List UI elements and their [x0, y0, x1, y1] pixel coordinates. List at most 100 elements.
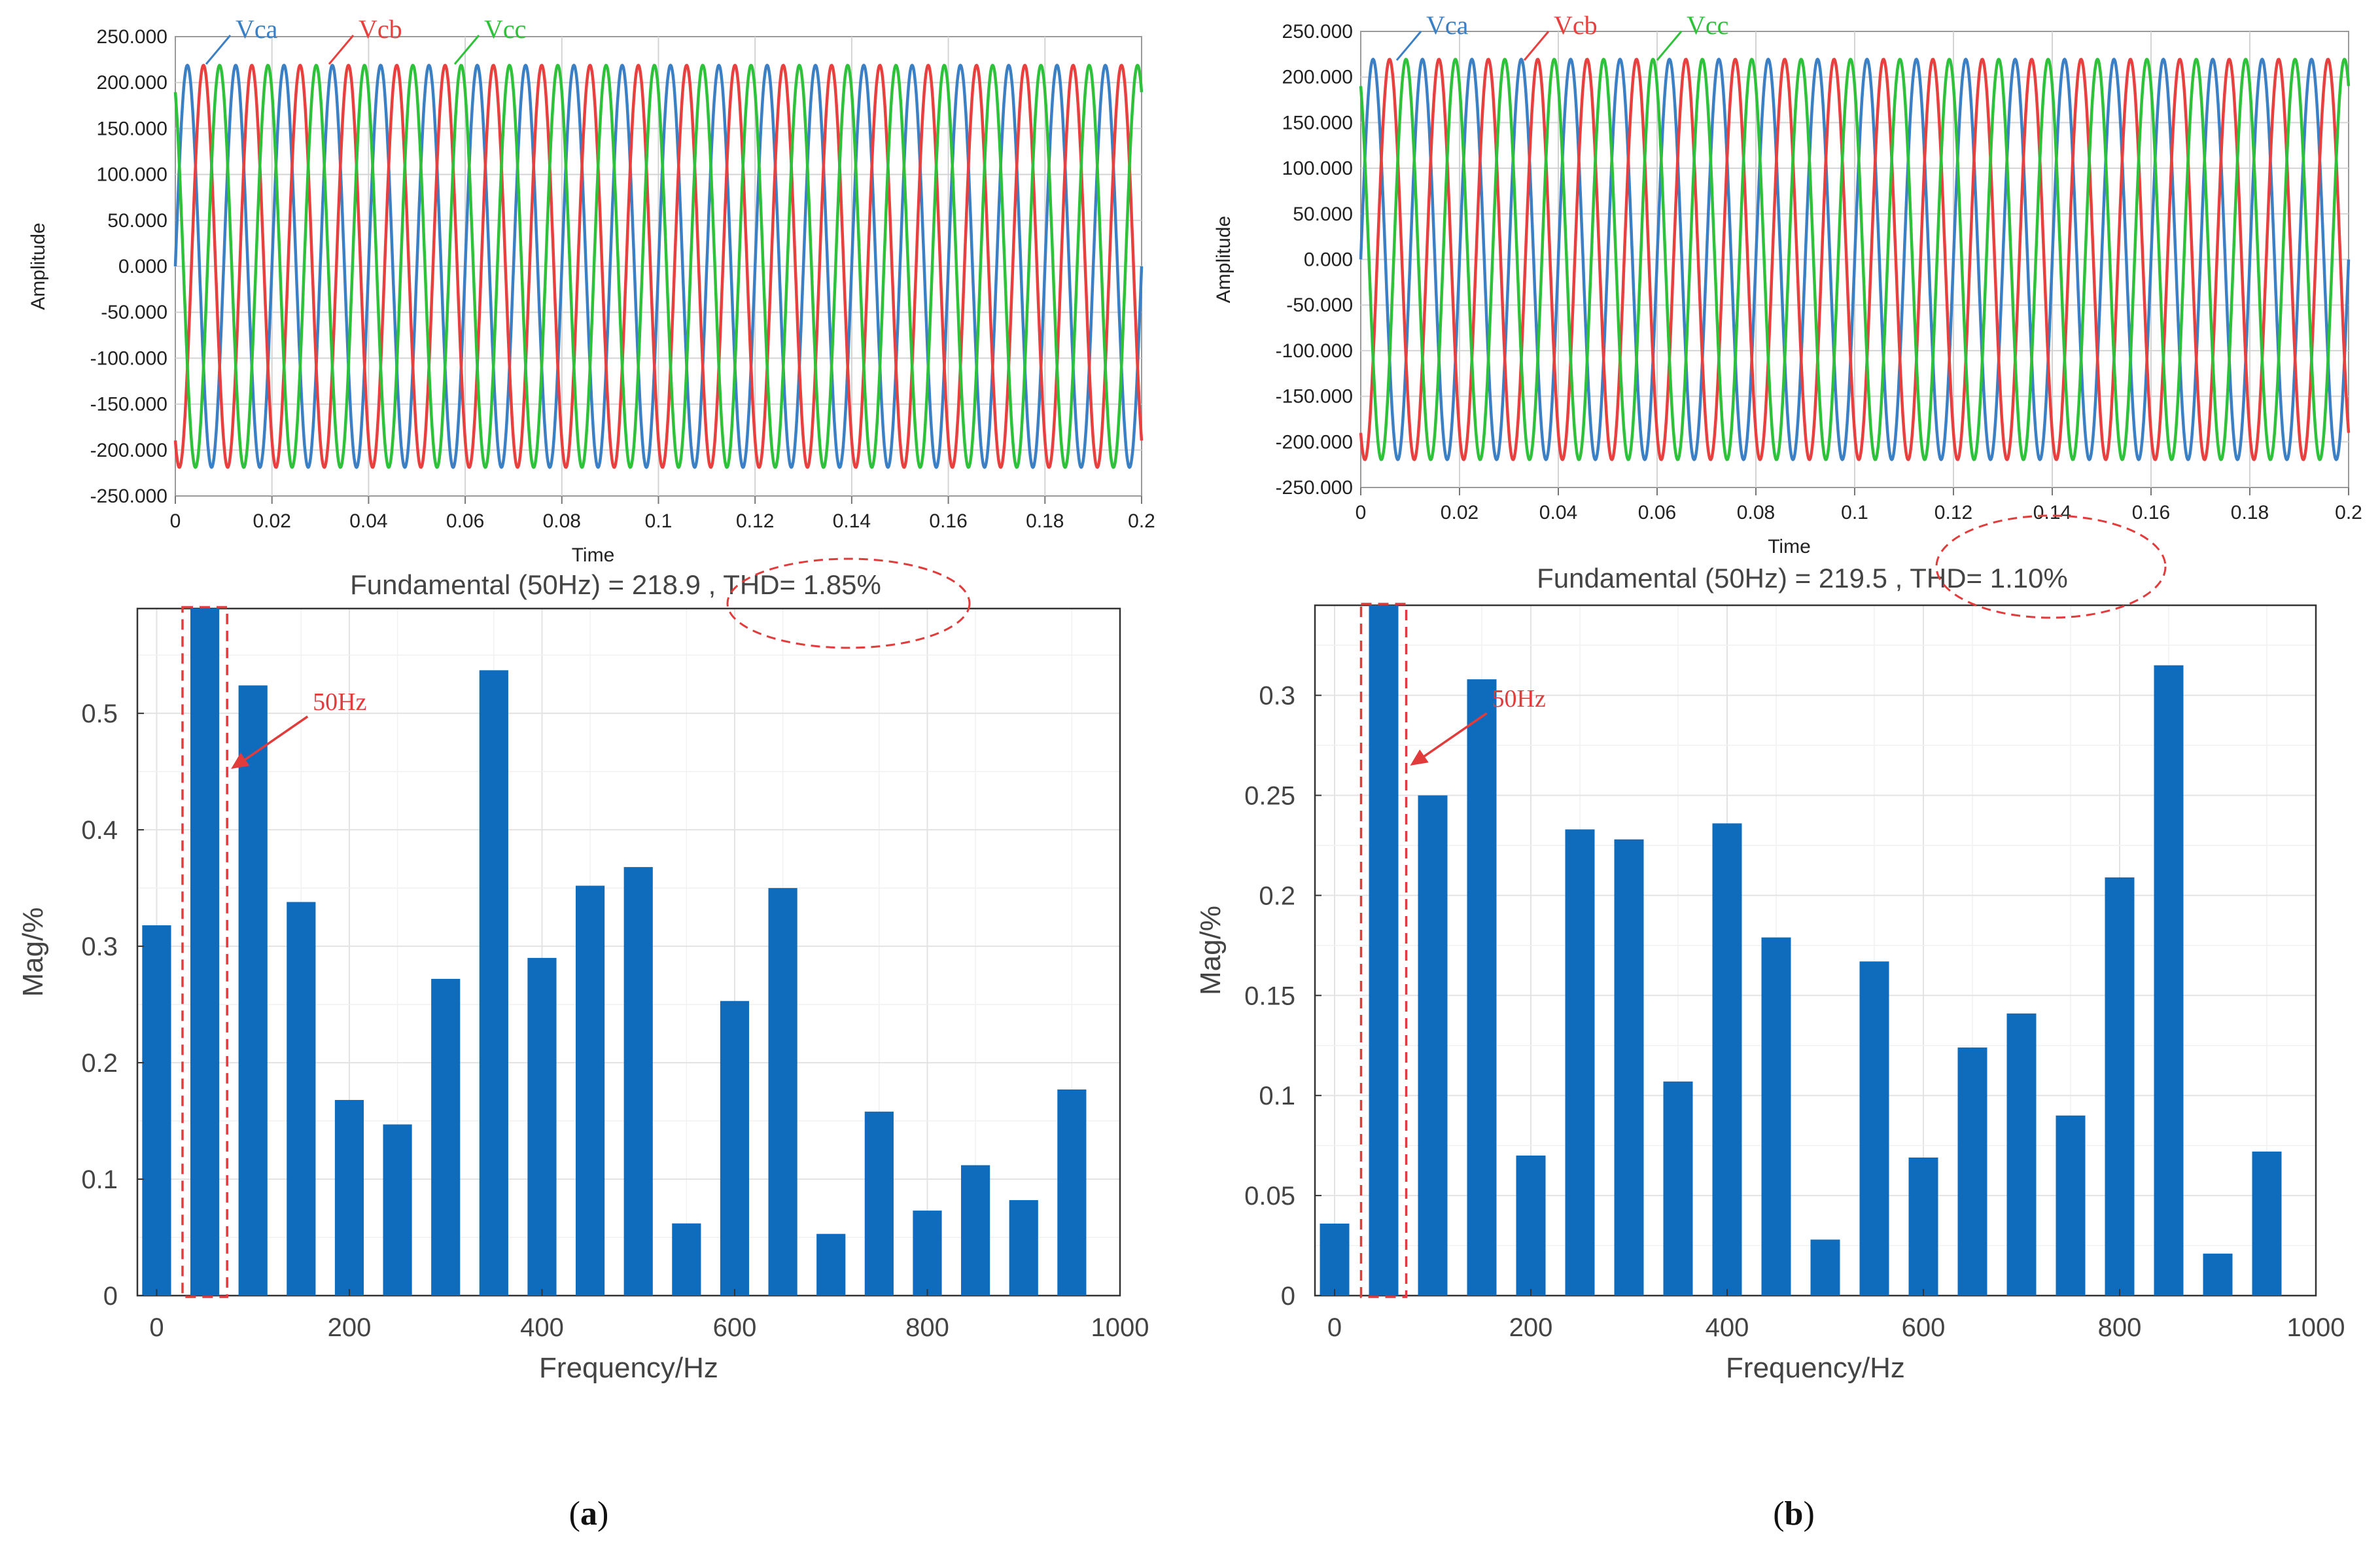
waveform-xlabel: Time: [1768, 536, 1811, 558]
waveform-xtick-label: 0.14: [2033, 502, 2071, 523]
legend-label-vcb: Vcb: [1554, 10, 1598, 40]
waveform-ytick-label: 0.000: [1304, 249, 1353, 271]
legend-leader-vcc: [453, 35, 480, 65]
spectrum-xtick-label: 800: [905, 1313, 949, 1342]
waveform-xtick-label: 0.12: [736, 510, 774, 532]
spectrum-bar: [1516, 1155, 1546, 1296]
spectrum-ytick-label: 0.15: [1244, 982, 1295, 1010]
waveform-series-vcb: [1359, 58, 2351, 461]
caption-close-paren: ): [1803, 1495, 1814, 1532]
legend-leader-vcc: [1656, 31, 1683, 61]
legend-leader-vcb: [1523, 31, 1550, 61]
waveform-xtick-label: 0.16: [2132, 502, 2170, 523]
waveform-xtick-label: 0.06: [446, 510, 484, 532]
waveform-chart: 0 0.02 0.04 0.06 0.08 0.1 0.12 0.14 0.16 0.18 0.2 2…: [1213, 10, 2362, 558]
waveform-xtick-label: 0.08: [1737, 502, 1775, 523]
waveform-xtick-label: 0: [170, 510, 181, 532]
legend-leader-vca: [1395, 31, 1422, 61]
waveform-ytick-label: 150.000: [1282, 112, 1353, 133]
waveform-xtick-label: 0.08: [543, 510, 581, 532]
spectrum-ytick-label: 0.1: [1259, 1082, 1295, 1110]
panel-b: 0 0.02 0.04 0.06 0.08 0.1 0.12 0.14 0.16 0.18 0.2 2…: [1195, 10, 2362, 1532]
spectrum-xtick-label: 400: [1706, 1313, 1749, 1342]
waveform-ytick-label: -150.000: [90, 394, 167, 416]
thd-highlight-ellipse: [726, 558, 971, 649]
legend-label-vcb: Vcb: [359, 14, 402, 44]
annotation-50hz-label: 50Hz: [1492, 685, 1546, 713]
waveform-xtick-label: 0.18: [1026, 510, 1064, 532]
spectrum-bar: [2154, 665, 2184, 1296]
waveform-xtick-label: 0.18: [2231, 502, 2269, 523]
spectrum-bar: [479, 670, 508, 1296]
spectrum-bar: [334, 1100, 364, 1296]
spectrum-bar: [816, 1233, 846, 1296]
waveform-ytick-label: -100.000: [90, 347, 167, 369]
spectrum-xtick-label: 1000: [1091, 1313, 1149, 1342]
waveform-xtick-label: 0.02: [253, 510, 291, 532]
caption-letter: b: [1785, 1495, 1804, 1532]
spectrum-bar: [1614, 839, 1644, 1296]
spectrum-bar: [383, 1124, 412, 1296]
spectrum-xtick-label: 0: [1327, 1313, 1342, 1342]
waveform-xtick-label: 0.1: [1841, 502, 1868, 523]
spectrum-bar: [864, 1111, 894, 1296]
legend-label-vca: Vca: [236, 14, 278, 44]
spectrum-xtick-label: 0: [149, 1313, 164, 1342]
waveform-ytick-label: -50.000: [101, 302, 167, 323]
spectrum-bar: [768, 888, 797, 1296]
waveform-ytick-label: 200.000: [1282, 67, 1353, 88]
waveform-ytick-label: -250.000: [1276, 477, 1353, 499]
spectrum-bar: [961, 1165, 990, 1296]
spectrum-bar: [913, 1211, 942, 1296]
caption-open-paren: (: [1773, 1495, 1784, 1532]
waveform-ytick-label: 0.000: [118, 256, 167, 277]
legend-leader-vcb: [328, 35, 355, 65]
spectrum-xtick-label: 1000: [2287, 1313, 2345, 1342]
waveform-xtick-label: 0.16: [929, 510, 967, 532]
waveform-ytick-label: 50.000: [1293, 204, 1353, 225]
spectrum-bar: [2056, 1115, 2086, 1296]
spectrum-bar: [1908, 1158, 1938, 1296]
waveform-ytick-label: 250.000: [1282, 21, 1353, 43]
spectrum-ytick-label: 0: [103, 1282, 118, 1311]
waveform-ytick-label: 50.000: [107, 210, 167, 232]
spectrum-bar: [2203, 1253, 2233, 1296]
spectrum-bar: [190, 609, 220, 1296]
spectrum-title: Fundamental (50Hz) = 218.9 , THD= 1.85%: [350, 569, 881, 600]
waveform-xtick-label: 0.12: [1934, 502, 1972, 523]
waveform-chart: 0 0.02 0.04 0.06 0.08 0.1 0.12 0.14 0.16 0.18 0.2 2…: [27, 14, 1155, 566]
annotation-50hz-label: 50Hz: [313, 688, 366, 716]
waveform-ytick-label: 250.000: [97, 26, 167, 48]
spectrum-bar: [672, 1223, 701, 1296]
spectrum-xtick-label: 800: [2098, 1313, 2142, 1342]
spectrum-bar: [1369, 605, 1399, 1296]
spectrum-ytick-label: 0.4: [81, 816, 118, 845]
spectrum-bar: [142, 925, 171, 1296]
spectrum-bar: [431, 978, 461, 1296]
spectrum-ylabel: Mag/%: [17, 908, 49, 997]
waveform-ytick-label: 200.000: [97, 72, 167, 94]
waveform-xtick-label: 0.06: [1638, 502, 1676, 523]
spectrum-bar: [238, 685, 268, 1296]
spectrum-bar: [1467, 679, 1497, 1296]
waveform-xtick-label: 0.04: [1539, 502, 1577, 523]
spectrum-bar: [720, 1000, 750, 1296]
waveform-series-vca: [1359, 58, 2351, 461]
spectrum-bar: [1565, 829, 1595, 1296]
legend-label-vcc: Vcc: [484, 14, 526, 44]
spectrum-ytick-label: 0.3: [81, 932, 118, 961]
spectrum-bar: [1957, 1047, 1987, 1296]
waveform-ytick-label: 100.000: [1282, 158, 1353, 179]
waveform-ytick-label: -100.000: [1276, 340, 1353, 362]
waveform-xtick-label: 0.1: [645, 510, 673, 532]
waveform-xtick-label: 0: [1356, 502, 1367, 523]
spectrum-ytick-label: 0.2: [81, 1049, 118, 1078]
fundamental-highlight-box: [1359, 603, 1408, 1298]
spectrum-chart: 0 200 400 600 800 1000 0 0.1 0.2 0.3 0.4 0.5 Frequen…: [17, 558, 1149, 1384]
annotation-arrow-head: [231, 752, 250, 769]
waveform-series-vcc: [1359, 58, 2351, 461]
waveform-series-vca: [173, 63, 1144, 469]
waveform-xtick-label: 0.02: [1441, 502, 1479, 523]
annotation-arrow-line: [1418, 712, 1488, 761]
